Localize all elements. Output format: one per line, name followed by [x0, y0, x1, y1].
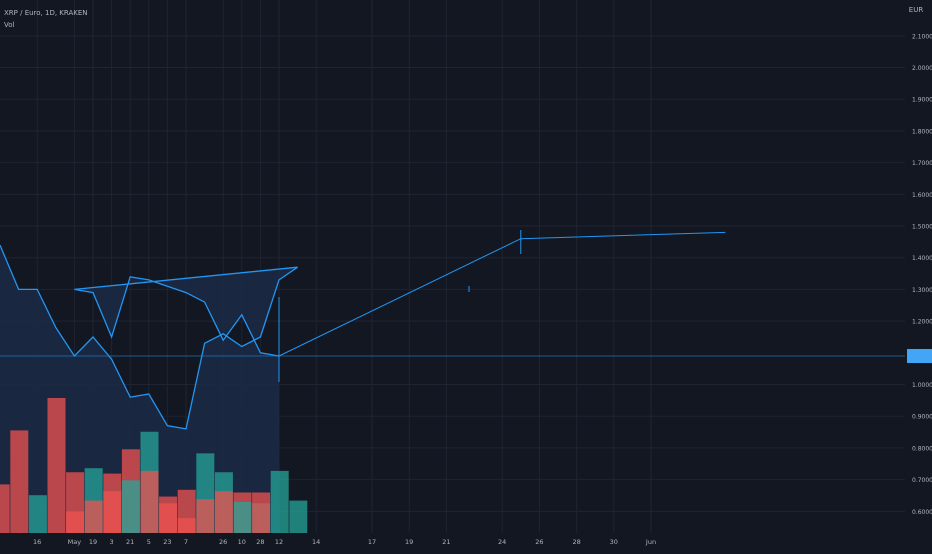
volume-bar: [196, 499, 215, 533]
volume-bar: [177, 518, 196, 533]
x-tick-label: Jun: [645, 538, 656, 546]
x-tick-label: 26: [219, 538, 227, 546]
x-tick-label: 16: [33, 538, 41, 546]
volume-bar: [66, 511, 85, 533]
y-tick-label: 1.20000: [912, 319, 932, 326]
x-tick-label: 23: [163, 538, 171, 546]
volume-bar: [233, 501, 252, 533]
x-tick-label: 19: [89, 538, 97, 546]
x-axis[interactable]: 16 19 21 23 26 28 May 3 5 7 10 12 14 17 19 21 24 26 28 30 Ju…: [33, 538, 656, 546]
volume-bar: [121, 480, 140, 533]
x-tick-label: 28: [572, 538, 580, 546]
x-tick-label: 24: [498, 538, 506, 546]
volume-bar: [103, 473, 122, 533]
volume-bar: [270, 470, 289, 533]
current-price-badge: [907, 349, 932, 363]
legend: XRP / Euro, 1D, KRAKEN Vol: [4, 7, 88, 31]
price-series-line: [0, 244, 298, 430]
volume-bar: [47, 398, 66, 533]
currency-label: EUR: [909, 6, 924, 14]
x-tick-label: May: [68, 538, 82, 546]
volume-bar: [140, 470, 159, 533]
x-tick-label: 17: [368, 538, 376, 546]
x-tick-label: 14: [312, 538, 320, 546]
y-tick-label: 1.50000: [912, 224, 932, 231]
symbol-label[interactable]: XRP / Euro, 1D, KRAKEN: [4, 9, 88, 17]
volume-bar: [214, 491, 233, 533]
volume-bar: [289, 500, 308, 533]
x-tick-label: 12: [275, 538, 283, 546]
y-tick-label: 1.30000: [912, 287, 932, 294]
x-tick-label: 10: [238, 538, 246, 546]
x-tick-label: 26: [535, 538, 543, 546]
x-tick-label: 21: [442, 538, 450, 546]
y-tick-label: 1.40000: [912, 255, 932, 262]
x-tick-label: 5: [147, 538, 151, 546]
overlay: [0, 230, 905, 382]
volume-bars: [0, 398, 308, 533]
volume-bar: [28, 495, 47, 533]
price-area: [0, 245, 298, 533]
volume-bar: [84, 500, 103, 533]
y-tick-label: 0.60000: [912, 509, 932, 516]
y-tick-label: 1.60000: [912, 192, 932, 199]
x-tick-label: 3: [110, 538, 114, 546]
x-tick-label: 28: [256, 538, 264, 546]
x-tick-label: 7: [184, 538, 188, 546]
y-tick-label: 2.10000: [912, 33, 932, 40]
price-area-fill: [0, 245, 298, 533]
volume-bar: [252, 492, 271, 533]
x-tick-label: 21: [126, 538, 134, 546]
x-tick-label: 19: [405, 538, 413, 546]
volume-label[interactable]: Vol: [4, 21, 15, 29]
volume-bar: [10, 430, 29, 533]
x-tick-label: 30: [610, 538, 618, 546]
volume-bar: [0, 484, 10, 533]
volume-bar: [159, 496, 178, 533]
